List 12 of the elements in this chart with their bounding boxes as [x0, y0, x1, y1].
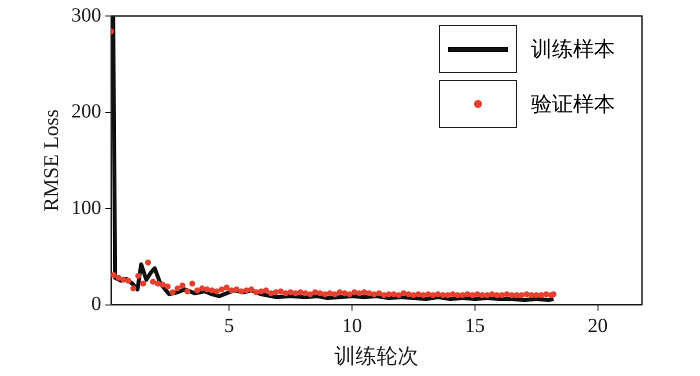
y-tick-label: 100	[71, 196, 102, 219]
x-tick-label: 20	[588, 315, 608, 338]
x-axis-title: 训练轮次	[334, 344, 419, 368]
y-tick-label: 200	[71, 100, 102, 123]
x-tick-label: 10	[342, 315, 362, 338]
y-axis-title: RMSE Loss	[39, 109, 64, 212]
y-tick-label: 0	[91, 293, 102, 316]
legend-label: 验证样本	[531, 91, 615, 118]
y-tick-label: 300	[71, 4, 102, 26]
x-tick-label: 5	[224, 315, 234, 338]
x-tick-label: 15	[464, 315, 485, 338]
legend-label: 训练样本	[531, 36, 615, 63]
